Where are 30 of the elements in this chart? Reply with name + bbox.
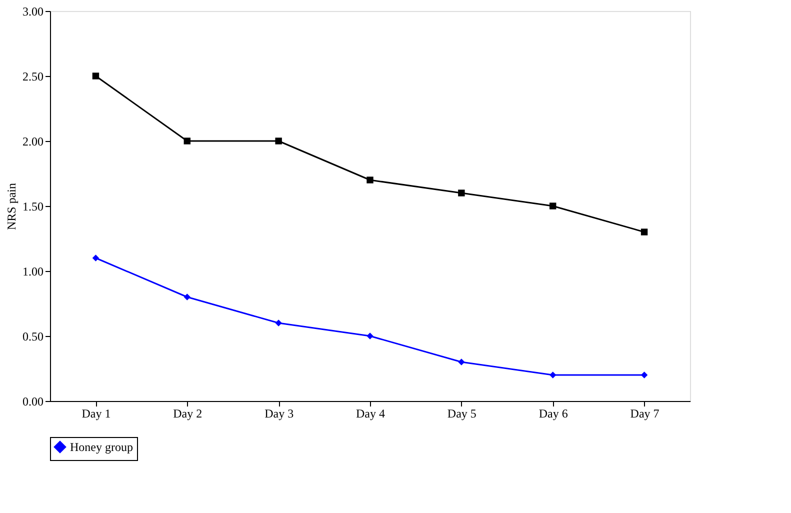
point [275,320,282,326]
point [550,372,556,378]
y-tick-label: 3.00 [22,4,44,18]
x-tick-label: Day 3 [264,406,294,420]
y-tick-label: 2.50 [22,70,44,84]
y-tick-label: 2.00 [22,134,44,148]
point [184,138,190,144]
y-tick-label: 1.50 [22,200,44,214]
legend-label: Honey group [70,440,133,454]
point [458,190,465,196]
x-tick-label: Day 6 [538,406,568,420]
point [458,358,465,366]
point [366,332,374,340]
y-tick-label: 1.00 [22,264,44,278]
point [275,138,282,144]
x-tick-label: Day 4 [356,406,385,420]
point [640,372,648,378]
x-tick-label: Day 5 [447,406,476,420]
y-tick-label: 0.50 [22,330,44,344]
y-tick-label: 0.00 [22,394,44,408]
x-tick-label: Day 2 [173,406,202,420]
point [92,72,100,80]
point [184,294,190,300]
point [92,254,100,262]
y-axis-title: NRS pain [4,182,18,230]
x-tick-label: Day 1 [82,406,111,420]
point [640,228,648,236]
point [366,176,374,184]
point [550,202,556,210]
x-tick-label: Day 7 [630,406,660,420]
